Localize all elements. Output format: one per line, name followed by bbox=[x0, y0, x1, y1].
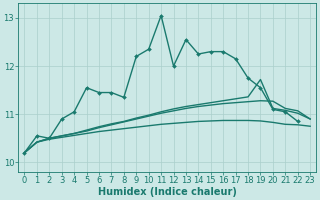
X-axis label: Humidex (Indice chaleur): Humidex (Indice chaleur) bbox=[98, 187, 237, 197]
